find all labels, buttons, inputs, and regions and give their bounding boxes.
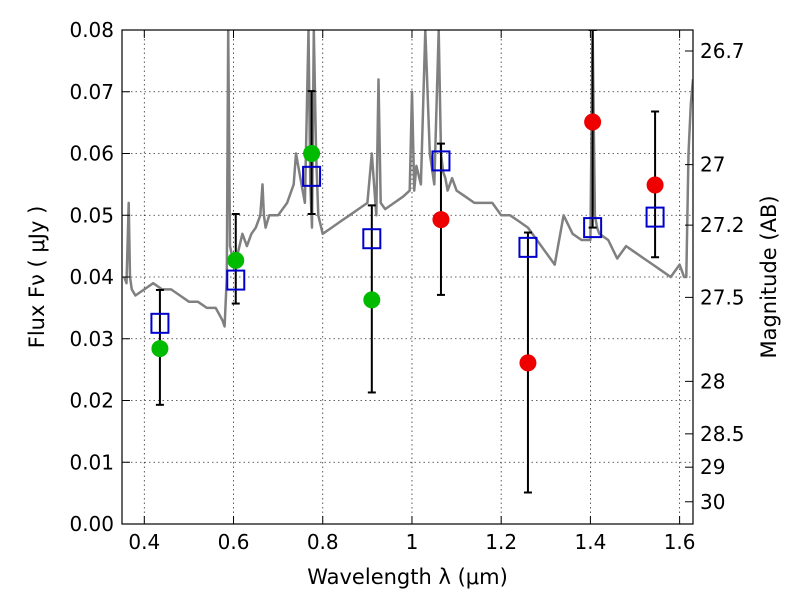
data-point [519,354,537,372]
y-tick-label: 0.03 [69,327,114,351]
y2-tick-label: 27 [700,153,725,177]
y2-axis-label: Magnitude (AB) [757,195,781,358]
x-tick-label: 1.2 [485,530,517,554]
x-tick-label: 1.6 [664,530,696,554]
data-point [432,211,450,229]
x-tick-label: 1.4 [574,530,606,554]
x-tick-label: 1 [406,530,419,554]
y-axis-label: Flux Fν ( μJy ) [25,206,49,349]
data-point [227,251,245,269]
y-tick-label: 0.01 [69,450,114,474]
data-point [151,340,169,358]
y2-tick-label: 26.7 [700,39,745,63]
x-tick-label: 0.4 [128,530,160,554]
y-tick-label: 0.08 [69,18,114,42]
y2-tick-label: 27.2 [700,213,745,237]
y-tick-label: 0.07 [69,80,114,104]
data-point [646,176,664,194]
y2-tick-label: 29 [700,455,725,479]
y-tick-label: 0.06 [69,142,114,166]
y-tick-label: 0.04 [69,265,114,289]
data-point [150,312,170,334]
x-axis-label: Wavelength λ (μm) [307,565,508,589]
data-point [362,228,382,250]
data-point [584,113,602,131]
y2-tick-label: 30 [700,490,725,514]
data-point [363,291,381,309]
data-point [303,145,321,162]
data-point [226,269,246,291]
data-point [583,217,603,239]
spectrum-line [123,30,693,328]
y-tick-label: 0.02 [69,389,114,413]
data-point [302,165,322,187]
y-tick-label: 0.05 [69,203,114,227]
y2-tick-label: 28.5 [700,422,745,446]
data-point [645,206,665,228]
x-tick-label: 0.6 [218,530,250,554]
data-point [431,150,451,172]
y2-tick-label: 27.5 [700,285,745,309]
y2-tick-label: 28 [700,369,725,393]
plot-series-group [123,30,693,494]
y-tick-label: 0.00 [69,512,114,536]
x-tick-label: 0.8 [307,530,339,554]
data-point [518,236,538,258]
